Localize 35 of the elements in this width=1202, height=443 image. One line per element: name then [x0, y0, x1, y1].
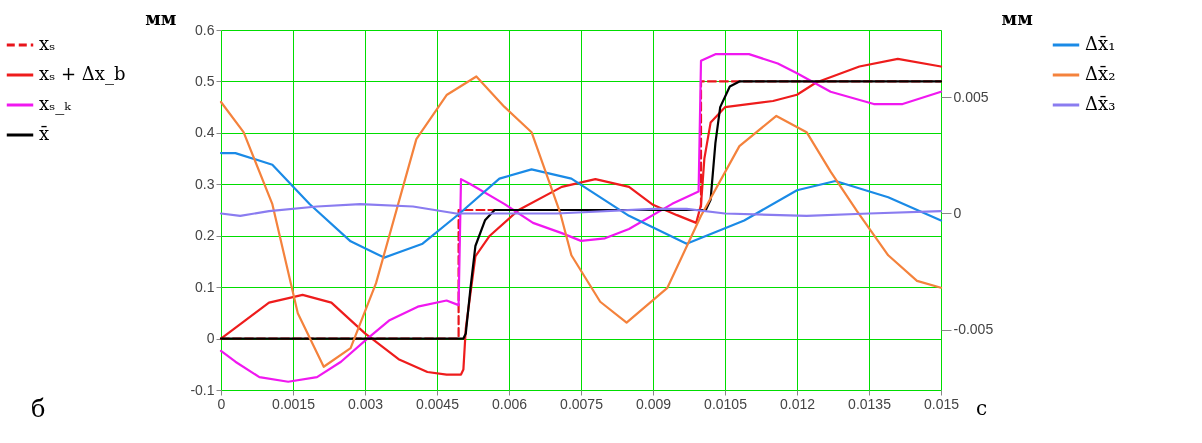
x-tick-label: 0.012: [779, 395, 816, 412]
legend-label: Δx̄₃: [1085, 93, 1116, 114]
y-tick-label: 0.1: [195, 278, 215, 295]
y2-tick-label: -0.005: [953, 321, 994, 338]
x-tick-label: 0.0015: [272, 395, 316, 412]
x-tick-label: 0: [217, 395, 226, 412]
y2-tick-label: 0.005: [953, 88, 989, 105]
legend-label: x̄: [39, 123, 50, 144]
legend-label: xₛ_ₖ: [39, 93, 72, 115]
y-tick-label: -0.1: [190, 381, 215, 398]
line-series: [219, 203, 943, 217]
x-tick-label: 0.0045: [416, 395, 460, 412]
y-tick-label: 0.2: [195, 227, 215, 244]
x-axis-title: с: [975, 395, 988, 420]
y2-axis-title: мм: [1001, 7, 1034, 29]
x-tick-label: 0.0105: [704, 395, 748, 412]
x-tick-label: 0.009: [635, 395, 672, 412]
y-axis-title: мм: [145, 7, 177, 29]
legend-label: xₛ: [39, 33, 56, 54]
x-tick-label: 0.0075: [560, 395, 604, 412]
y-tick-label: 0.5: [195, 72, 215, 89]
x-tick-label: 0.006: [491, 395, 528, 412]
text: б: [31, 395, 46, 423]
legend-label: Δx̄₁: [1085, 33, 1116, 54]
x-tick-label: 0.003: [347, 395, 384, 412]
x-tick-label: 0.0135: [848, 395, 892, 412]
y2-tick-label: 0: [953, 204, 962, 221]
line-series: [219, 152, 943, 259]
legend-label: xₛ + Δx_b: [39, 63, 126, 85]
y-tick-label: 0.4: [195, 124, 215, 141]
y-tick-label: 0.3: [195, 175, 215, 192]
x-tick-label: 0.015: [923, 395, 960, 412]
y-tick-label: 0.6: [195, 21, 215, 38]
legend-label: Δx̄₂: [1085, 63, 1116, 84]
y-tick-label: 0: [206, 330, 215, 347]
